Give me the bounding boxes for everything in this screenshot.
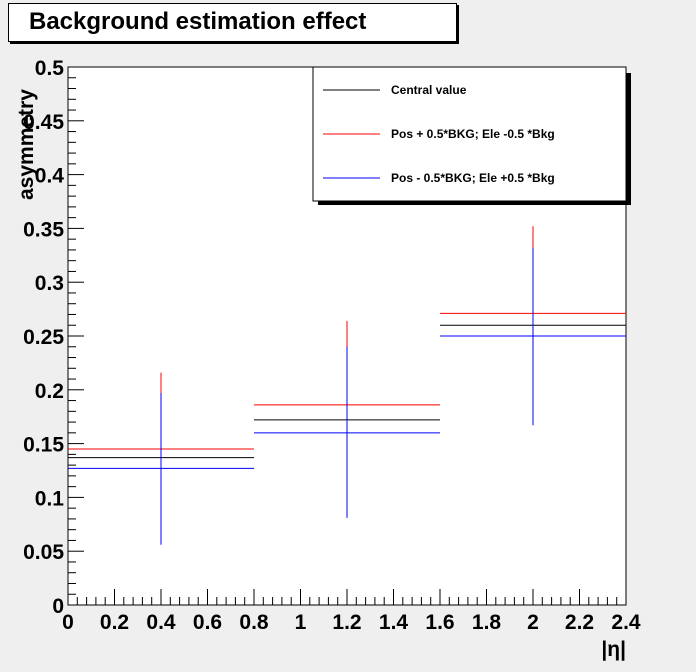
x-tick-label: 1.2 xyxy=(332,611,361,634)
legend: Central value Pos + 0.5*BKG; Ele -0.5 *Bk… xyxy=(312,66,631,205)
legend-label: Pos - 0.5*BKG; Ele +0.5 *Bkg xyxy=(391,171,555,185)
x-tick-label: 0 xyxy=(62,611,74,634)
y-tick-label: 0.15 xyxy=(23,434,64,457)
y-tick-label: 0.3 xyxy=(35,272,64,295)
title-box: Background estimation effect xyxy=(8,3,457,42)
y-axis-title: asymmetry xyxy=(15,89,38,200)
x-tick-label: 2.4 xyxy=(611,611,641,634)
series-2 xyxy=(68,247,626,545)
chart-title: Background estimation effect xyxy=(29,8,367,35)
x-tick-label: 0.6 xyxy=(193,611,222,634)
y-tick-label: 0.2 xyxy=(35,380,64,403)
x-tick-label: 1.6 xyxy=(425,611,454,634)
legend-label: Central value xyxy=(391,83,467,97)
x-tick-label: 1.4 xyxy=(379,611,409,634)
x-tick-label: 0.4 xyxy=(146,611,176,634)
y-tick-label: 0.1 xyxy=(35,487,65,510)
y-tick-label: 0 xyxy=(52,595,64,618)
x-tick-label: 0.8 xyxy=(239,611,269,634)
x-tick-label: 1.8 xyxy=(472,611,502,634)
series-layer xyxy=(68,226,626,545)
y-tick-label: 0.35 xyxy=(23,218,64,241)
y-tick-label: 0.4 xyxy=(35,165,65,188)
x-tick-label: 2 xyxy=(527,611,539,634)
y-tick-label: 0.25 xyxy=(23,326,64,349)
x-tick-label: 1 xyxy=(295,611,307,634)
y-tick-label: 0.45 xyxy=(23,111,64,134)
y-tick-label: 0.5 xyxy=(35,57,65,80)
x-tick-label: 2.2 xyxy=(565,611,594,634)
x-tick-label: 0.2 xyxy=(100,611,129,634)
axes: 0 0.2 0.4 0.6 0.8 1 1.2 1.4 1.6 1.8 2 2.2 2.4 0 0.05 0.… xyxy=(23,57,641,634)
legend-label: Pos + 0.5*BKG; Ele -0.5 *Bkg xyxy=(391,127,555,141)
y-tick-label: 0.05 xyxy=(23,541,64,564)
x-axis-title: |η| xyxy=(601,638,626,661)
